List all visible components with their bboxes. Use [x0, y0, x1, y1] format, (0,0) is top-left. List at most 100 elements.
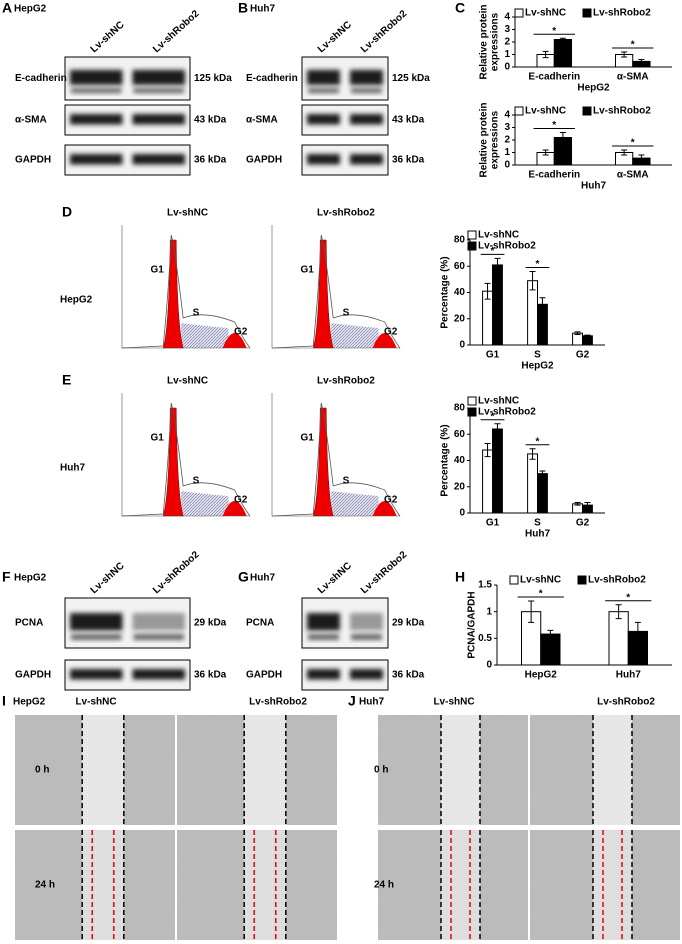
error-bar: [542, 50, 549, 59]
significance-label: *: [626, 592, 630, 603]
protein-label: GAPDH: [246, 670, 282, 681]
size-label: 36 kDa: [392, 155, 425, 166]
histogram-s: [331, 323, 379, 348]
protein-label: E-cadherin: [15, 73, 67, 84]
size-label: 29 kDa: [392, 618, 425, 629]
phase-label: G1: [301, 433, 315, 444]
y-tick-label: 60: [454, 261, 466, 272]
panel-label: B: [238, 0, 248, 16]
protein-label: PCNA: [15, 618, 43, 629]
blot-band: [132, 114, 185, 125]
blot-band: [132, 669, 185, 680]
phase-label: G2: [234, 495, 248, 506]
y-axis-label: expressions: [490, 110, 501, 169]
histogram-g2: [372, 501, 397, 516]
error-bar: [484, 282, 491, 300]
size-label: 125 kDa: [392, 73, 430, 84]
legend-swatch: [582, 106, 592, 116]
y-axis-label: expressions: [490, 12, 501, 71]
legend-label: Lv-shNC: [525, 106, 566, 117]
size-label: 29 kDa: [194, 618, 227, 629]
lane-label: Lv-shRobo2: [359, 549, 410, 596]
x-tick-label: E-cadherin: [528, 72, 580, 83]
legend-swatch: [467, 396, 477, 406]
histogram-outline: [121, 402, 251, 517]
legend-swatch: [509, 575, 519, 585]
condition-label: Lv-shNC: [167, 208, 208, 219]
histogram-g2: [372, 333, 397, 348]
panel-label: J: [348, 693, 356, 709]
lane-label: Lv-shNC: [89, 560, 127, 596]
histogram-outline: [271, 402, 401, 517]
blot-band: [307, 613, 340, 631]
size-label: 36 kDa: [194, 670, 227, 681]
legend-label: Lv-shRobo2: [478, 407, 536, 418]
error-bar: [484, 442, 491, 458]
bar: [608, 611, 629, 666]
error-bar: [559, 132, 566, 143]
blot-band: [132, 154, 185, 165]
legend-label: Lv-shRobo2: [593, 8, 651, 19]
condition-label: Lv-shRobo2: [317, 208, 375, 219]
error-bar: [528, 600, 535, 623]
y-tick-label: 80: [454, 235, 466, 246]
size-label: 36 kDa: [392, 670, 425, 681]
y-tick-label: 0: [459, 508, 465, 519]
panel-label: C: [455, 0, 465, 16]
legend-swatch: [467, 241, 477, 251]
wound-gap: [244, 830, 286, 940]
blot-band: [308, 87, 339, 94]
blot-band: [71, 87, 122, 94]
blot-band: [350, 154, 383, 165]
error-bar: [529, 271, 536, 291]
cell-label: Huh7: [250, 573, 275, 584]
y-axis-label: Relative protein: [479, 102, 490, 177]
x-tick-label: S: [534, 350, 541, 361]
x-tick-label: α-SMA: [617, 72, 649, 83]
y-tick-label: 0: [459, 340, 465, 351]
x-tick-label: Huh7: [616, 670, 641, 681]
panel-label: F: [2, 569, 11, 585]
wound-gap: [82, 830, 124, 940]
blot-band: [133, 634, 184, 640]
histogram-s: [331, 491, 379, 516]
wound-gap: [82, 715, 124, 825]
x-tick-label: E-cadherin: [528, 170, 580, 181]
blot-band: [307, 114, 340, 125]
blot-band: [350, 114, 383, 125]
cell-label: HepG2: [14, 573, 47, 584]
error-bar: [574, 331, 581, 335]
x-tick-label: G1: [486, 518, 500, 529]
histogram-s: [181, 491, 229, 516]
panel-label: E: [62, 372, 71, 388]
blot-band: [307, 69, 340, 85]
phase-label: S: [343, 308, 350, 319]
error-bar: [634, 621, 641, 641]
histogram-outline: [271, 234, 401, 349]
legend-label: Lv-shNC: [478, 230, 519, 241]
error-bar: [615, 604, 622, 620]
y-tick-label: 40: [454, 287, 466, 298]
blot-band: [71, 634, 122, 640]
bar: [553, 39, 573, 68]
legend-swatch: [514, 8, 524, 18]
error-bar: [494, 257, 501, 272]
protein-label: E-cadherin: [246, 73, 298, 84]
blot-band: [351, 634, 382, 640]
blot-band: [132, 69, 185, 85]
histogram-g1: [162, 239, 184, 349]
x-axis-label: HepG2: [577, 83, 610, 94]
y-tick-label: 0: [504, 160, 510, 171]
error-bar: [547, 629, 554, 639]
histogram-g1: [312, 407, 334, 517]
x-tick-label: G1: [486, 350, 500, 361]
phase-label: G1: [151, 265, 165, 276]
legend-swatch: [582, 8, 592, 18]
blot-band: [70, 69, 123, 85]
bar: [482, 449, 494, 514]
y-tick-label: 20: [454, 313, 466, 324]
cell-label: Huh7: [250, 4, 275, 15]
y-axis-label: Relative protein: [479, 4, 490, 79]
lane-label: Lv-shNC: [316, 19, 354, 55]
error-bar: [621, 51, 628, 58]
